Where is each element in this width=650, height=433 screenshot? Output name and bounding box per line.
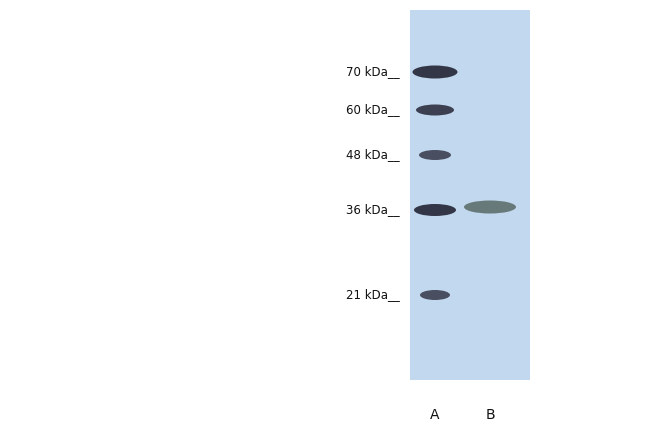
- Bar: [410, 10, 530, 380]
- Text: 21 kDa__: 21 kDa__: [346, 288, 400, 301]
- Ellipse shape: [464, 200, 516, 213]
- Ellipse shape: [414, 204, 456, 216]
- Ellipse shape: [413, 65, 458, 78]
- Ellipse shape: [419, 150, 451, 160]
- Text: 70 kDa__: 70 kDa__: [346, 65, 400, 78]
- Ellipse shape: [416, 104, 454, 116]
- Text: A: A: [430, 408, 440, 422]
- Text: 60 kDa__: 60 kDa__: [346, 103, 400, 116]
- Text: 48 kDa__: 48 kDa__: [346, 149, 400, 162]
- Ellipse shape: [420, 290, 450, 300]
- Text: 36 kDa__: 36 kDa__: [346, 204, 400, 216]
- Text: B: B: [485, 408, 495, 422]
